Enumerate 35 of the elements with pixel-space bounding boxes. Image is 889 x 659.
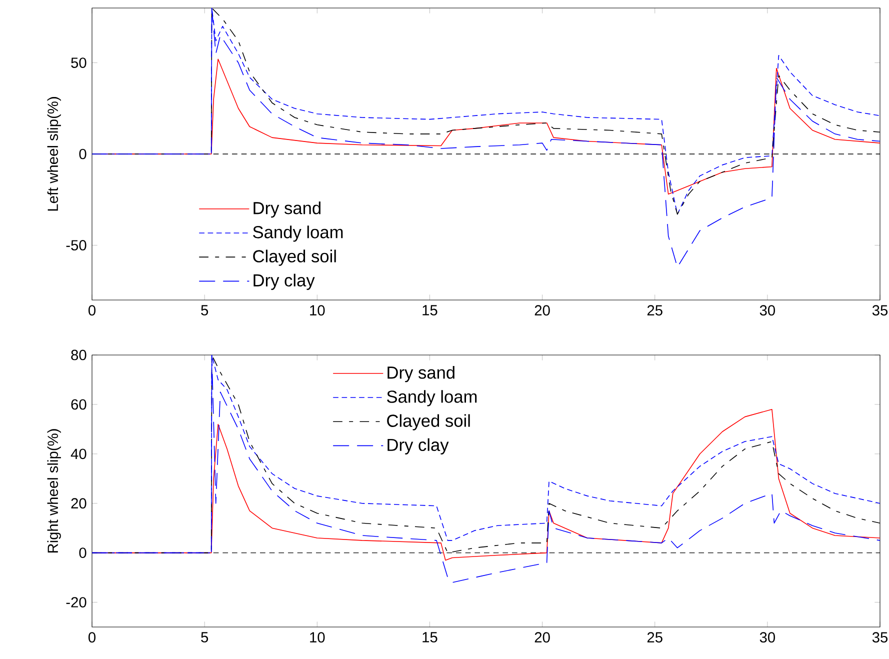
y-tick-label: -20 bbox=[66, 597, 86, 608]
x-tick-label: 30 bbox=[760, 632, 775, 643]
legend-label: Sandy loam bbox=[387, 390, 477, 406]
y-axis-title: Left wheel slip(%) bbox=[47, 97, 61, 211]
legend-label: Dry sand bbox=[388, 366, 454, 382]
legend-label: Dry sand bbox=[254, 202, 320, 218]
x-tick-label: 0 bbox=[88, 632, 96, 643]
x-tick-label: 15 bbox=[422, 305, 438, 316]
x-tick-label: 10 bbox=[310, 305, 325, 316]
x-tick-label: 5 bbox=[201, 632, 208, 642]
legend-label: Clayed soil bbox=[253, 250, 336, 266]
legend-label: Dry clay bbox=[254, 274, 315, 290]
x-tick-label: 25 bbox=[647, 632, 662, 643]
x-tick-label: 10 bbox=[310, 632, 325, 643]
x-tick-label: 5 bbox=[201, 305, 208, 316]
y-axis-title: Right wheel slip(%) bbox=[47, 429, 61, 553]
y-tick-label: 0 bbox=[79, 148, 86, 160]
legend-label: Clayed soil bbox=[387, 414, 470, 430]
legend-label: Sandy loam bbox=[253, 226, 343, 242]
x-tick-label: 35 bbox=[872, 632, 888, 643]
y-tick-label: 60 bbox=[71, 399, 86, 410]
y-tick-label: -50 bbox=[66, 240, 86, 250]
x-tick-label: 15 bbox=[422, 632, 438, 642]
y-tick-label: 0 bbox=[79, 548, 86, 558]
x-tick-label: 30 bbox=[760, 305, 775, 316]
x-tick-label: 35 bbox=[872, 305, 888, 316]
y-tick-label: 80 bbox=[71, 350, 86, 360]
y-tick-label: 20 bbox=[71, 498, 86, 509]
x-tick-label: 0 bbox=[88, 305, 96, 316]
y-tick-label: 40 bbox=[70, 448, 86, 460]
x-tick-label: 20 bbox=[534, 305, 550, 316]
x-tick-label: 20 bbox=[534, 632, 550, 643]
x-tick-label: 25 bbox=[647, 305, 662, 316]
legend-label: Dry clay bbox=[388, 438, 449, 454]
y-tick-label: 50 bbox=[71, 58, 86, 68]
